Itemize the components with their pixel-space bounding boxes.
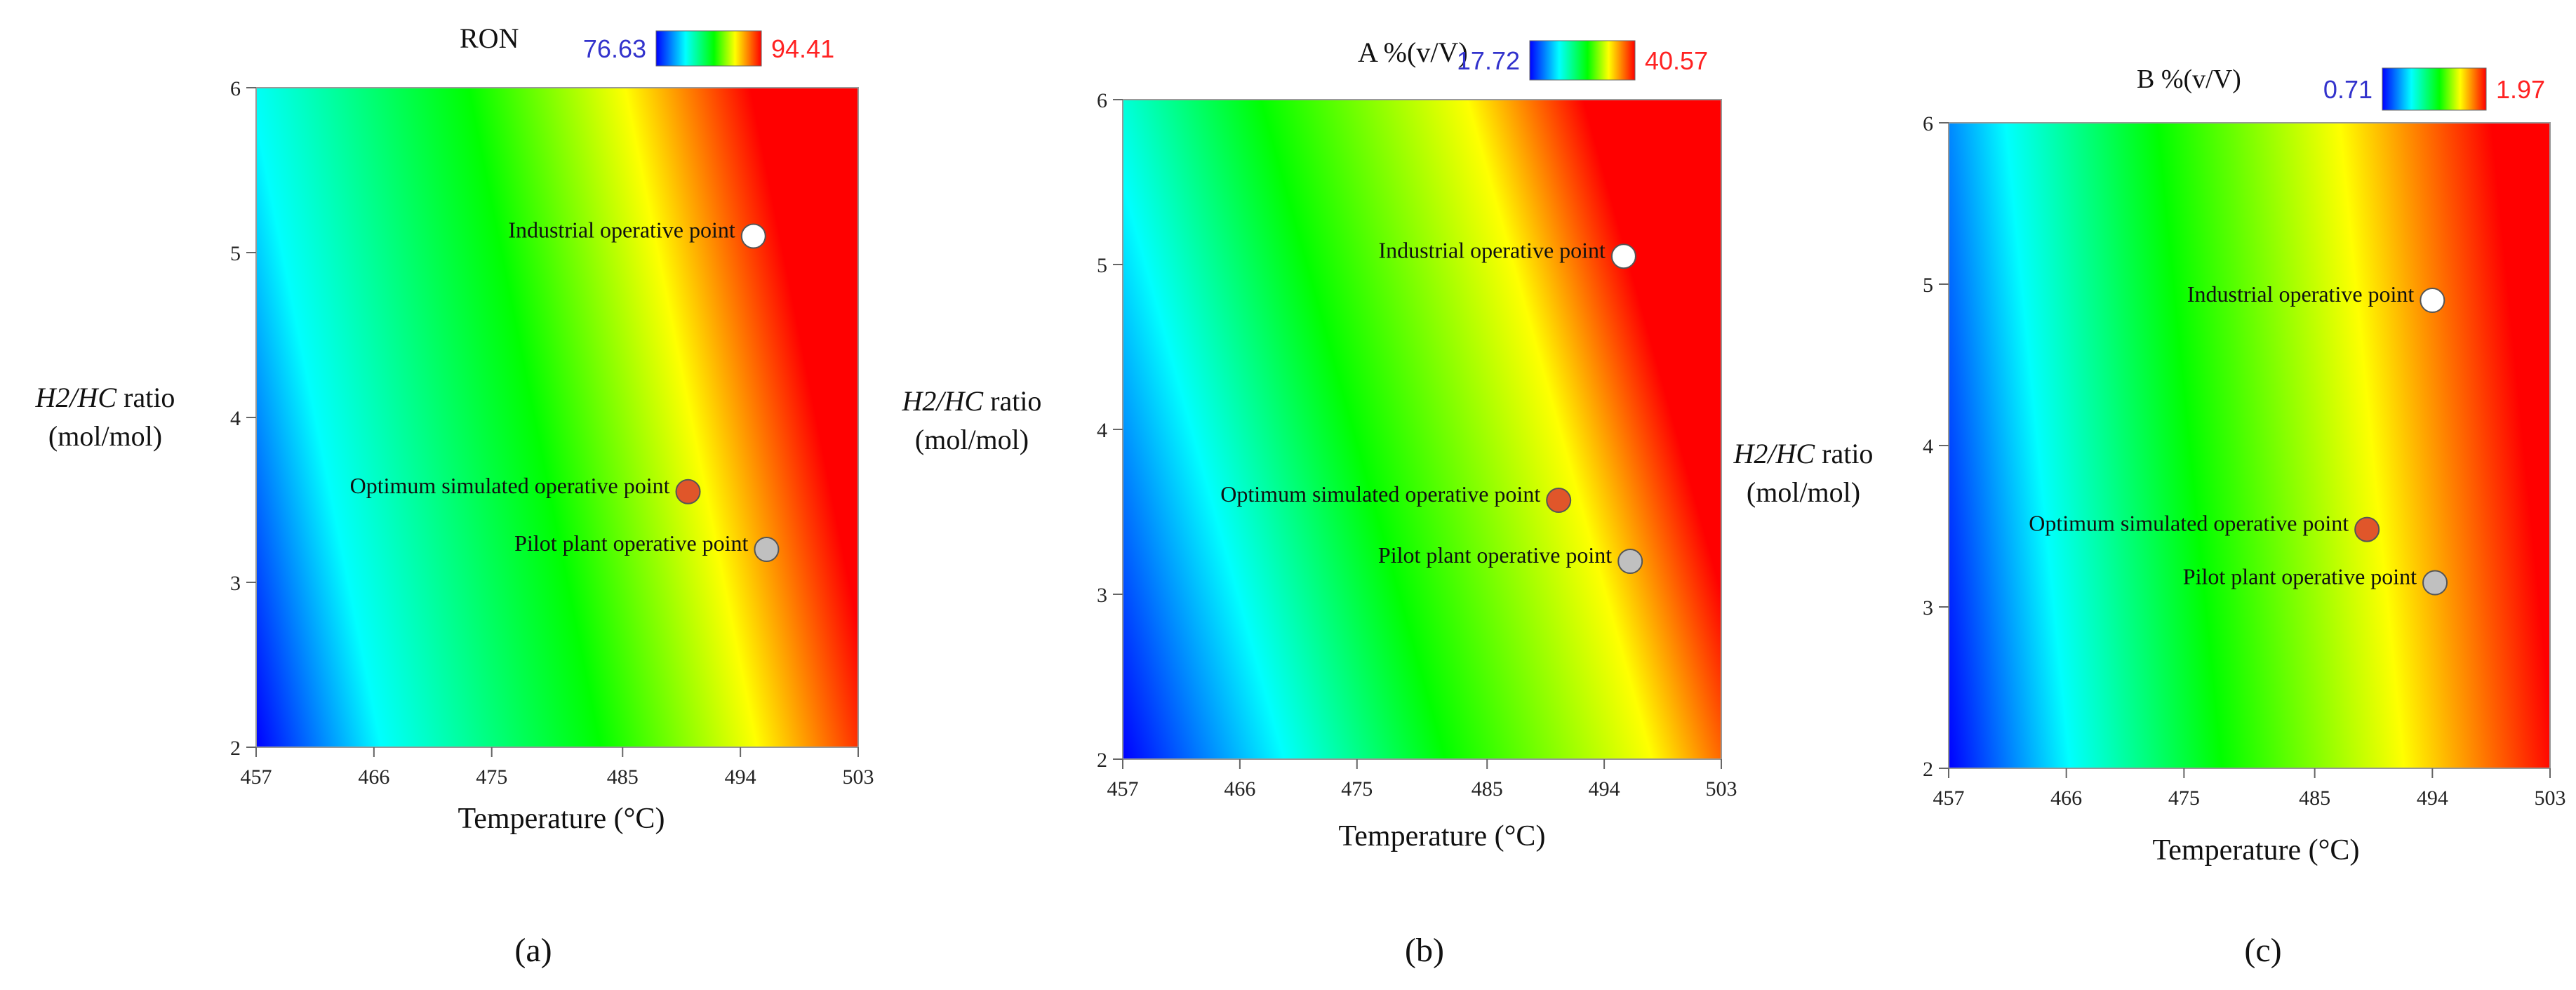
scale-max-label: 40.57 [1645, 46, 1708, 75]
y-axis-unit: (mol/mol) [48, 420, 162, 452]
scale-max-label: 94.41 [771, 34, 834, 63]
y-tick-label: 6 [1923, 112, 1933, 135]
heatmap-surface [1949, 123, 2550, 768]
pilot-point-marker [1617, 549, 1643, 574]
industrial-point-marker [1610, 243, 1636, 269]
y-tick-label: 6 [230, 77, 241, 100]
y-axis-label-rest: ratio [116, 382, 175, 413]
industrial-point-marker [740, 223, 766, 249]
industrial-point-label: Industrial operative point [508, 218, 735, 243]
colorbar [655, 30, 762, 67]
y-axis-label-rest: ratio [983, 385, 1041, 417]
panel-label: (b) [1405, 932, 1444, 969]
y-axis-label-italic: H2/HC [902, 385, 985, 417]
y-axis-label-rest: ratio [1815, 438, 1873, 469]
x-tick-label: 494 [2417, 787, 2448, 810]
x-tick-label: 457 [1107, 777, 1139, 801]
x-tick-label: 494 [725, 765, 756, 789]
x-tick-label: 485 [1471, 777, 1503, 801]
y-tick-label: 5 [1923, 274, 1933, 297]
industrial-point-marker [2420, 288, 2445, 313]
chart-title: A %(v/V) [1358, 36, 1468, 68]
y-tick-label: 3 [1097, 584, 1107, 607]
industrial-point-label: Industrial operative point [1378, 237, 1606, 262]
y-tick-label: 6 [1097, 89, 1107, 112]
heatmap-surface [1123, 100, 1721, 759]
scale-max-label: 1.97 [2496, 75, 2545, 104]
y-tick-label: 2 [1097, 749, 1107, 772]
optimum-point-label: Optimum simulated operative point [350, 473, 670, 498]
x-tick-label: 466 [2050, 787, 2082, 810]
panel-label: (a) [514, 932, 552, 969]
x-tick-label: 494 [1589, 777, 1620, 801]
optimum-point-marker [675, 479, 701, 504]
x-tick-label: 466 [1224, 777, 1255, 801]
x-tick-label: 485 [2299, 787, 2330, 810]
optimum-point-marker [2354, 516, 2380, 542]
industrial-point-label: Industrial operative point [2187, 281, 2415, 307]
x-tick-label: 503 [843, 765, 874, 789]
pilot-point-marker [2422, 570, 2448, 596]
y-tick-label: 5 [1097, 254, 1107, 277]
y-axis-label-italic: H2/HC [1733, 438, 1816, 469]
y-axis-unit: (mol/mol) [1747, 476, 1860, 508]
colorbar [1529, 40, 1636, 81]
x-tick-label: 466 [358, 765, 389, 789]
pilot-point-label: Pilot plant operative point [514, 530, 748, 556]
heatmap-surface [256, 88, 858, 747]
x-axis-label: Temperature (°C) [458, 803, 665, 835]
scale-min-label: 76.63 [583, 34, 646, 63]
y-axis-label: H2/HC ratio [35, 382, 175, 413]
scale-min-label: 17.72 [1457, 46, 1520, 75]
panel-label: (c) [2244, 932, 2281, 969]
y-axis-label: H2/HC ratio [1733, 438, 1874, 469]
x-tick-label: 475 [476, 765, 507, 789]
y-axis-label-italic: H2/HC [35, 382, 118, 413]
x-axis-label: Temperature (°C) [2153, 834, 2360, 867]
optimum-point-marker [1546, 488, 1572, 514]
y-tick-label: 2 [230, 737, 241, 760]
x-tick-label: 475 [2168, 787, 2200, 810]
x-tick-label: 503 [1706, 777, 1737, 801]
y-axis-unit: (mol/mol) [915, 424, 1029, 455]
scale-min-label: 0.71 [2323, 75, 2373, 104]
optimum-point-label: Optimum simulated operative point [2029, 511, 2349, 536]
y-tick-label: 4 [1923, 435, 1933, 458]
x-tick-label: 457 [241, 765, 272, 789]
x-tick-label: 485 [607, 765, 639, 789]
y-tick-label: 3 [230, 572, 241, 595]
x-tick-label: 475 [1341, 777, 1373, 801]
pilot-point-label: Pilot plant operative point [2183, 564, 2417, 589]
chart-panel-3: 457 466 475 485 494 503 2 3 4 5 6 B %(v/V) 0.71 1.97 H… [1733, 65, 2566, 969]
x-tick-label: 503 [2535, 787, 2566, 810]
x-axis-label: Temperature (°C) [1339, 820, 1546, 852]
pilot-point-marker [754, 537, 780, 562]
chart-panel-1: 457 466 475 485 494 503 2 3 4 5 6 RON 76.63 94.41 H2/H… [35, 22, 874, 969]
chart-title: RON [460, 22, 519, 54]
y-tick-label: 2 [1923, 758, 1933, 781]
x-tick-label: 457 [1933, 787, 1965, 810]
y-axis-label: H2/HC ratio [902, 385, 1042, 417]
pilot-point-label: Pilot plant operative point [1378, 542, 1612, 568]
y-tick-label: 4 [1097, 419, 1107, 442]
optimum-point-label: Optimum simulated operative point [1220, 481, 1540, 507]
colorbar [2382, 67, 2487, 111]
chart-panel-2: 457 466 475 485 494 503 2 3 4 5 6 A %(v/V)17.72 40.5… [902, 36, 1737, 969]
y-tick-label: 3 [1923, 596, 1933, 620]
y-tick-label: 4 [230, 407, 241, 430]
y-tick-label: 5 [230, 242, 241, 265]
chart-title: B %(v/V) [2137, 65, 2241, 94]
